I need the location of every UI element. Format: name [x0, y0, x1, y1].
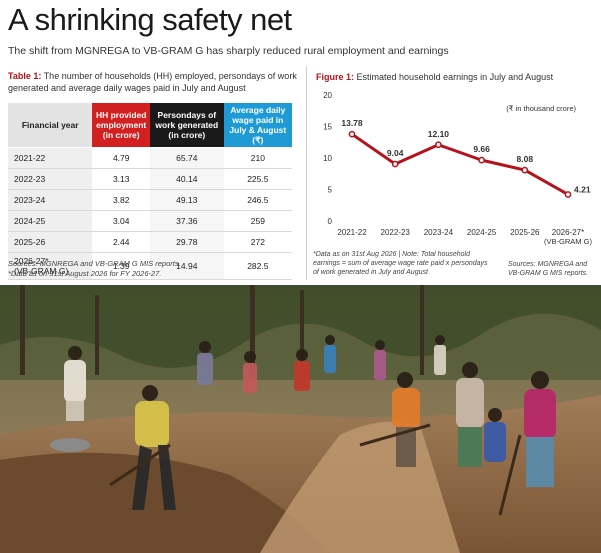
- cell-hh: 3.13: [92, 168, 150, 190]
- figure-caption-text: Estimated household earnings in July and…: [356, 72, 554, 82]
- cell-wage: 246.5: [223, 189, 292, 211]
- cell-persondays: 29.78: [149, 231, 224, 253]
- table-caption: Table 1: The number of households (HH) e…: [8, 70, 300, 94]
- header-financial-year: Financial year: [8, 103, 93, 148]
- workers-photo-illustration: [0, 285, 601, 553]
- data-label: 4.21: [574, 184, 591, 194]
- cell-persondays: 40.14: [149, 168, 224, 190]
- series-line: [351, 132, 569, 196]
- y-tick-label: 5: [328, 186, 333, 195]
- table-row: 2026-27* (VB-GRAM G) 1.39 14.94 282.5: [8, 252, 292, 280]
- cell-persondays: 14.94: [149, 252, 224, 280]
- data-point: [478, 156, 485, 164]
- headline: A shrinking safety net: [8, 2, 292, 37]
- table-row: 2021-22 4.79 65.74 210: [8, 147, 292, 169]
- data-point: [521, 166, 529, 174]
- cell-persondays: 49.13: [149, 189, 224, 211]
- y-tick-label: 15: [323, 123, 332, 132]
- data-label: 8.08: [517, 154, 534, 164]
- data-label: 13.78: [341, 118, 363, 128]
- cell-hh: 4.79: [92, 147, 150, 169]
- data-point: [435, 141, 442, 149]
- cell-year-label: 2026-27*: [14, 256, 49, 266]
- cell-year-note: (VB-GRAM G): [14, 266, 69, 276]
- header-hh-employment: HH provided employment (in crore): [92, 103, 150, 148]
- data-label: 9.04: [387, 148, 404, 158]
- cell-wage: 272: [223, 231, 292, 253]
- x-tick-label: 2022-23: [381, 228, 411, 237]
- table-caption-text: The number of households (HH) employed, …: [8, 71, 297, 93]
- cell-year: 2021-22: [8, 147, 93, 169]
- x-tick-note: (VB-GRAM G): [544, 237, 592, 246]
- header-average-wage: Average daily wage paid in July & August…: [223, 103, 292, 148]
- subheadline: The shift from MGNREGA to VB-GRAM G has …: [8, 45, 449, 57]
- cell-year: 2023-24: [8, 189, 93, 211]
- table-row: 2023-24 3.82 49.13 246.5: [8, 189, 292, 211]
- cell-wage: 210: [223, 147, 292, 169]
- table-caption-number: Table 1:: [8, 71, 42, 81]
- cell-year: 2022-23: [8, 168, 93, 190]
- x-tick-label: 2024-25: [467, 228, 497, 237]
- y-tick-label: 0: [328, 217, 333, 226]
- cell-hh: 3.82: [92, 189, 150, 211]
- figure-caption: Figure 1: Estimated household earnings i…: [316, 72, 553, 82]
- column-divider: [306, 66, 307, 280]
- data-point: [564, 191, 572, 198]
- y-unit-label: (₹ in thousand crore): [506, 104, 576, 113]
- table-row: 2022-23 3.13 40.14 225.5: [8, 168, 292, 190]
- cell-wage: 259: [223, 210, 292, 232]
- data-point: [348, 130, 356, 138]
- x-tick-label: 2021-22: [337, 228, 367, 237]
- earnings-line-chart: 0 5 10 15 20 (₹ in thousand crore) 2021-22 2022…: [323, 91, 592, 246]
- cell-persondays: 65.74: [149, 147, 224, 169]
- table-footnote-line: *Data as on 31st August 2026 for FY 2026…: [8, 269, 162, 278]
- figure-note: *Data as on 31st Aug 2026 | Note: Total …: [313, 251, 488, 276]
- cell-hh: 2.44: [92, 231, 150, 253]
- cell-year: 2026-27* (VB-GRAM G): [8, 252, 93, 280]
- x-tick-label: 2023-24: [424, 228, 454, 237]
- table-row: 2025-26 2.44 29.78 272: [8, 231, 292, 253]
- data-label: 9.66: [473, 144, 490, 154]
- y-tick-label: 10: [323, 154, 332, 163]
- table-header-row: Financial year HH provided employment (i…: [8, 103, 292, 148]
- data-point: [391, 160, 399, 168]
- cell-persondays: 37.36: [149, 210, 224, 232]
- cell-wage: 282.5: [223, 252, 292, 280]
- table-source-line: Sources: MGNREGA and VB-GRAM G MIS repor…: [8, 259, 181, 268]
- employment-table: Financial year HH provided employment (i…: [8, 103, 292, 280]
- y-tick-label: 20: [323, 91, 332, 100]
- cell-year: 2024-25: [8, 210, 93, 232]
- table-source-note: Sources: MGNREGA and VB-GRAM G MIS repor…: [8, 259, 303, 279]
- figure-caption-number: Figure 1:: [316, 72, 355, 82]
- x-tick-label: 2026-27*: [552, 228, 584, 237]
- cell-wage: 225.5: [223, 168, 292, 190]
- workers-photo: [0, 285, 601, 553]
- table-row: 2024-25 3.04 37.36 259: [8, 210, 292, 232]
- cell-year: 2025-26: [8, 231, 93, 253]
- figure-source-note: Sources: MGNREGA and VB-GRAM G MIS repor…: [508, 261, 589, 277]
- data-label: 12.10: [428, 129, 450, 139]
- cell-hh: 1.39: [92, 252, 150, 280]
- x-tick-label: 2025-26: [510, 228, 540, 237]
- header-persondays: Persondays of work generated (in crore): [149, 103, 224, 148]
- cell-hh: 3.04: [92, 210, 150, 232]
